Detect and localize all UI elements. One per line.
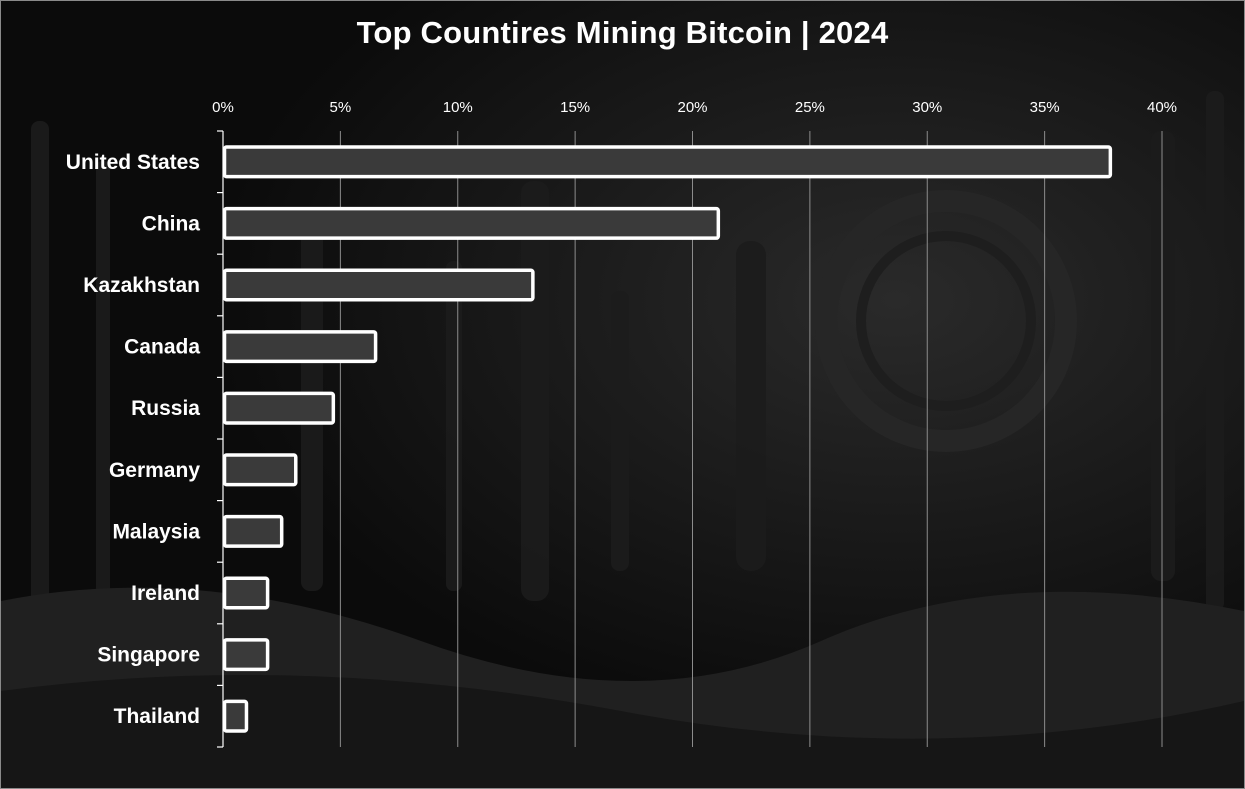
bar-singapore	[222, 638, 270, 672]
bar-united-states	[222, 145, 1113, 179]
x-tick-label: 35%	[1030, 99, 1060, 116]
y-axis	[217, 130, 224, 748]
x-tick-label: 5%	[330, 99, 352, 116]
category-label: Thailand	[114, 705, 200, 728]
category-labels: United States China Kazakhstan Canada Russia…	[66, 151, 201, 728]
bar-thailand	[222, 699, 249, 733]
category-label: Malaysia	[112, 520, 200, 543]
x-tick-label: 10%	[443, 99, 473, 116]
bar-ireland	[222, 576, 270, 610]
category-label: Canada	[124, 336, 200, 359]
bar-malaysia	[222, 514, 284, 548]
bar-kazakhstan	[222, 268, 535, 302]
bar-china	[222, 206, 721, 240]
x-tick-label: 40%	[1147, 99, 1177, 116]
category-label: Russia	[131, 397, 200, 420]
bar-germany	[222, 453, 298, 487]
bars	[222, 145, 1113, 733]
category-label: Germany	[109, 459, 200, 482]
x-tick-label: 20%	[677, 99, 707, 116]
category-label: Kazakhstan	[83, 274, 200, 297]
x-tick-label: 25%	[795, 99, 825, 116]
category-label: Singapore	[97, 644, 200, 667]
category-label: China	[142, 212, 201, 235]
x-axis-ticks: 0% 5% 10% 15% 20% 25% 30% 35% 40%	[212, 99, 1177, 116]
x-tick-label: 15%	[560, 99, 590, 116]
bar-canada	[222, 330, 378, 364]
category-label: Ireland	[131, 582, 200, 605]
x-tick-label: 30%	[912, 99, 942, 116]
category-label: United States	[66, 151, 200, 174]
chart-title: Top Countires Mining Bitcoin | 2024	[356, 15, 889, 50]
bar-russia	[222, 391, 336, 425]
x-tick-label: 0%	[212, 99, 234, 116]
